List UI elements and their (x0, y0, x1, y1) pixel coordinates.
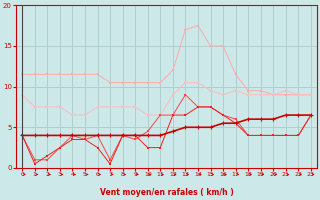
X-axis label: Vent moyen/en rafales ( km/h ): Vent moyen/en rafales ( km/h ) (100, 188, 234, 197)
